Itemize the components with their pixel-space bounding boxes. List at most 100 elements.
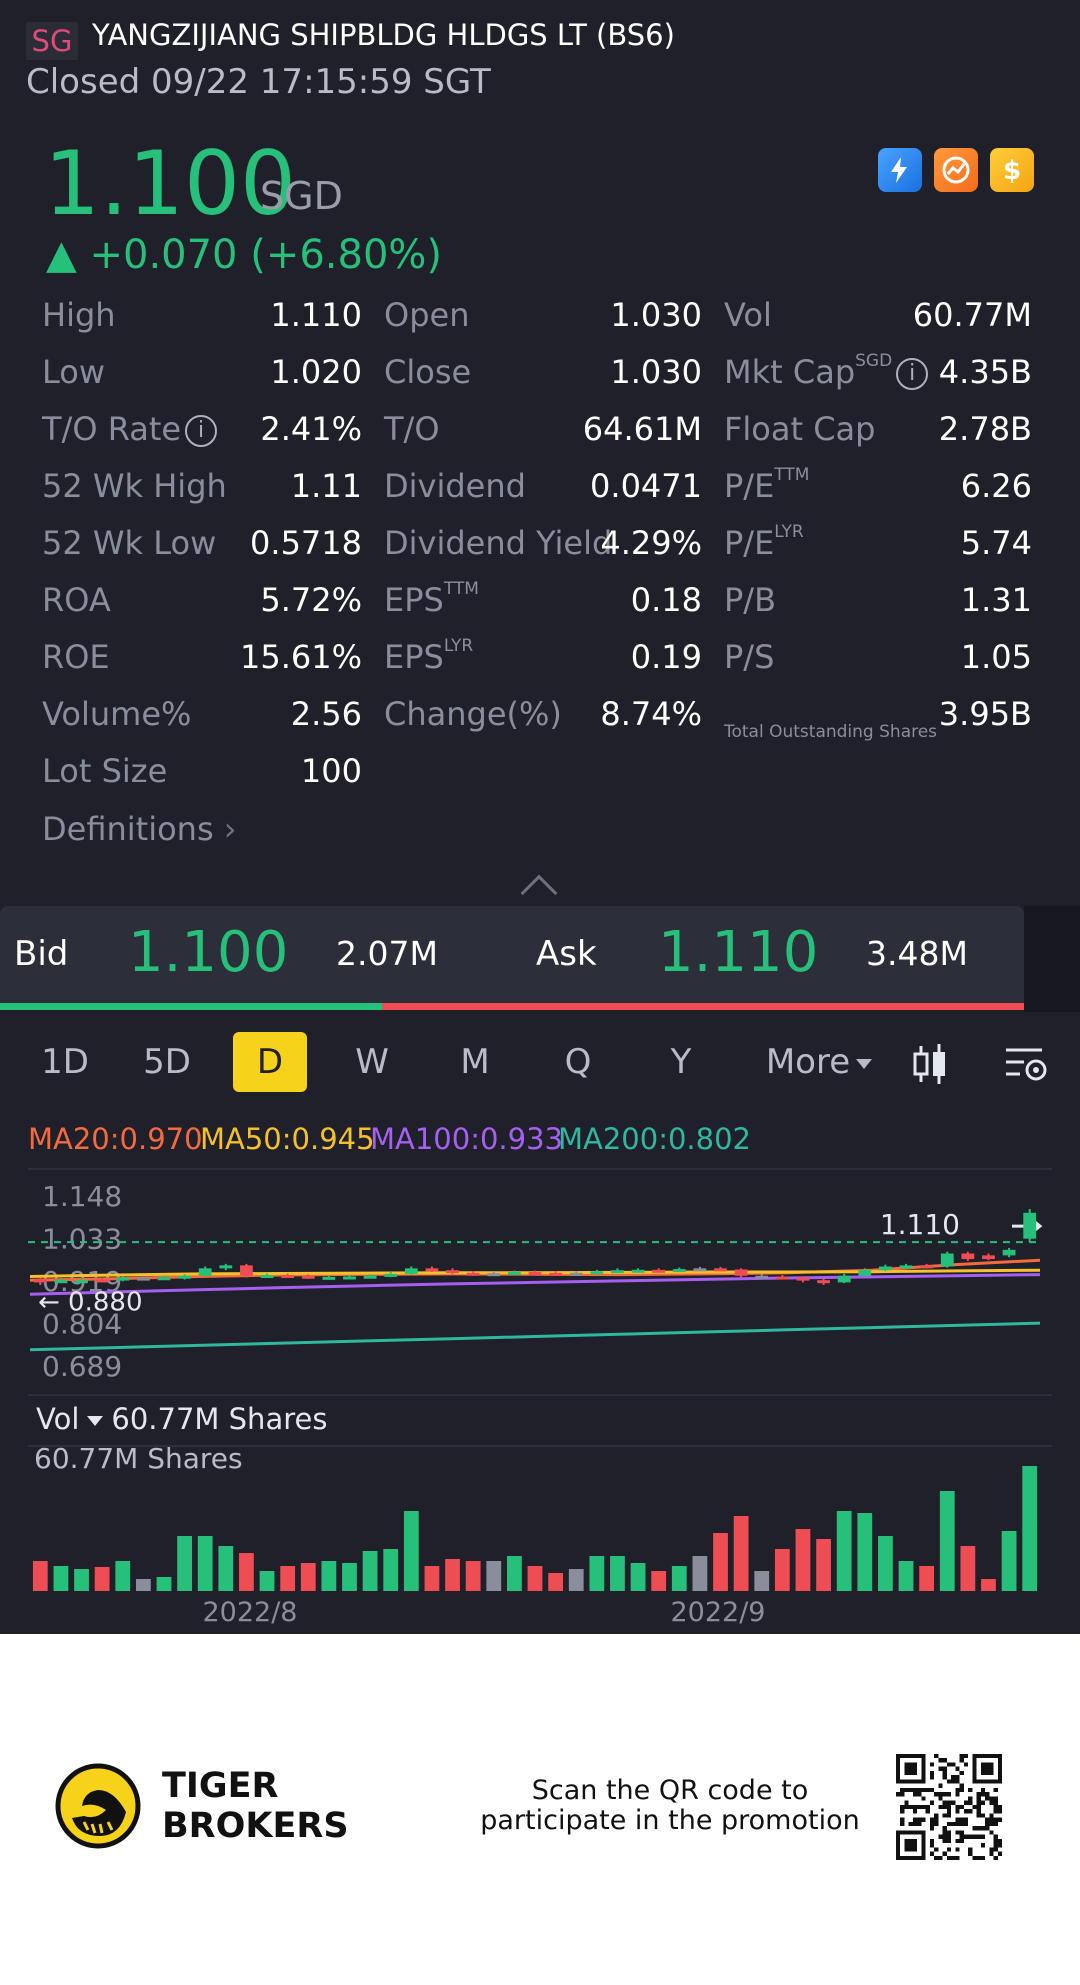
tab-period-y[interactable]: Y [670,1042,692,1082]
candle-body [240,1265,253,1276]
qr-module [938,1792,943,1797]
tab-period-w[interactable]: W [355,1042,389,1082]
candle-body [75,1280,88,1284]
tab-period-1d[interactable]: 1D [41,1042,89,1082]
qr-module [972,1804,977,1810]
qr-module [980,1787,986,1793]
qr-module [985,1792,990,1797]
qr-module [976,1796,981,1801]
volume-bar [1022,1466,1038,1591]
qr-module [980,1843,986,1848]
stat-value: 8.74% [600,695,702,733]
candle-body [982,1255,995,1260]
candlestick-icon[interactable] [900,1032,960,1092]
qr-module [993,1809,998,1814]
volume-selector[interactable]: Vol 60.77M Shares [36,1402,327,1436]
tab-period-q[interactable]: Q [564,1042,592,1082]
qr-module [951,1779,956,1784]
qr-module [925,1809,930,1814]
qr-module [934,1754,939,1759]
stat-label-text: P/E [724,524,775,562]
stat-value: 6.26 [960,467,1032,505]
stat-value: 4.35B [938,353,1032,391]
tab-period-5d[interactable]: 5D [143,1042,191,1082]
qr-module [912,1817,918,1822]
stat-label: Dividend Yield [384,524,612,562]
stat-value: 2.56 [290,695,362,733]
stat-label: 52 Wk High [42,467,227,505]
ma-line-ma200 [29,1321,1041,1352]
qr-module [942,1792,947,1797]
qr-module [929,1787,935,1793]
tab-period-m[interactable]: M [460,1042,490,1082]
promo-text: Scan the QR code to participate in the pr… [480,1776,860,1836]
stat-label-text: EPS [384,581,444,619]
qr-module [968,1847,973,1852]
info-icon[interactable]: i [896,358,929,390]
qr-module [980,1834,986,1839]
qr-code[interactable] [896,1754,1002,1860]
qr-module [997,1838,1002,1844]
qr-module [934,1792,939,1797]
volume-bar [403,1511,419,1591]
qr-module [976,1804,981,1810]
currency-label: SGD [260,174,343,218]
stat-label-superscript: SGD [855,351,893,371]
volume-bar [342,1563,357,1591]
stat-label: P/ELYR [724,522,804,562]
stat-value: 1.05 [960,638,1032,676]
candle-body [363,1275,377,1279]
tab-more[interactable]: More [764,1032,874,1092]
candle-body [611,1270,624,1274]
stat-label: P/S [724,638,774,676]
qr-module [942,1830,947,1835]
qr-module [946,1809,952,1814]
qr-module [968,1851,973,1856]
price-change: ▲ +0.070 (+6.80%) [46,232,443,278]
qr-module [896,1792,901,1797]
stat-label: ROA [42,581,111,619]
ma-legend-item: MA100:0.933 [370,1122,564,1156]
qr-module [951,1800,956,1805]
qr-module [946,1813,952,1818]
candle-body [384,1273,398,1277]
dollar-icon[interactable]: $ [990,148,1034,192]
stat-label: Change(%) [384,695,562,733]
period-tabs: More 1D 5D D W M Q Y [0,1026,1080,1096]
qr-finder-center [904,1838,918,1852]
qr-module [959,1830,964,1835]
qr-module [912,1787,918,1793]
qr-module [963,1834,969,1839]
qr-module [929,1775,935,1780]
bid-ratio-bar [0,1003,382,1010]
definitions-link[interactable]: Definitions › [42,810,237,848]
qr-module [929,1821,935,1827]
hk-chart-icon[interactable] [934,148,978,192]
volume-bar [548,1573,564,1591]
qr-module [968,1787,973,1793]
tab-period-d[interactable]: D [233,1032,307,1092]
info-icon[interactable]: i [185,415,218,447]
qr-module [942,1826,947,1831]
candle-body [549,1272,563,1276]
qr-module [959,1838,964,1844]
stat-label-superscript: LYR [443,636,474,656]
stat-label-text: ROE [42,638,110,676]
stat-value: 2.41% [260,410,362,448]
qr-module [955,1809,960,1814]
indicator-settings-icon[interactable] [996,1032,1056,1092]
volume-bar [671,1566,687,1591]
volume-bar [156,1577,172,1591]
stat-label-text: Change(%) [384,695,562,733]
qr-module [993,1821,998,1827]
volume-bar [424,1566,440,1591]
qr-module [955,1792,960,1797]
stat-value: 1.030 [610,296,702,334]
volume-bar [239,1553,254,1591]
qr-module [968,1834,973,1839]
volume-bar [94,1567,110,1591]
qr-module [900,1809,905,1814]
candle-body [631,1269,645,1273]
flash-icon[interactable] [878,148,922,192]
